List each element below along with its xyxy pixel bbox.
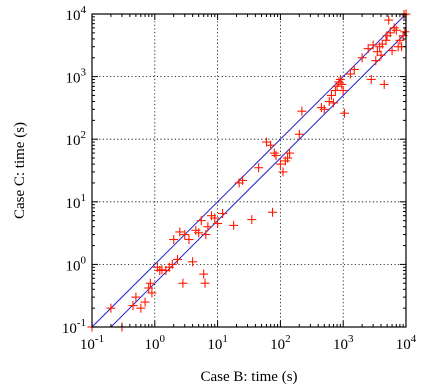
data-point [357,53,367,63]
data-point [338,85,348,95]
data-point [254,163,264,173]
data-point [184,234,194,244]
data-point [144,283,154,293]
data-point [319,104,329,114]
data-point [379,79,389,89]
y-tick-label: 10-1 [62,317,86,337]
data-point [349,64,359,74]
data-point [238,175,248,185]
data-point [157,265,167,275]
x-tick-label: 100 [145,333,166,353]
data-point [332,81,342,91]
data-point [387,46,397,56]
data-point [145,278,155,288]
data-point [196,216,206,226]
data-point [173,254,183,264]
x-tick-labels: 10-1 100 101 102 103 104 [80,333,417,353]
x-tick-label: 104 [396,333,417,353]
y-tick-label: 100 [66,254,87,274]
y-tick-labels: 10-1 100 101 102 103 104 [62,4,87,337]
data-point [278,167,288,177]
y-tick-label: 104 [66,4,87,24]
data-point [377,39,387,49]
data-point [175,227,185,237]
data-point [326,90,336,100]
y-tick-label: 103 [66,67,87,87]
data-point [297,106,307,116]
x-tick-label: 103 [333,333,354,353]
x-axis-title: Case B: time (s) [200,369,297,385]
data-point [285,148,295,158]
data-point [271,150,281,160]
x-tick-label: 10-1 [80,333,104,353]
y-axis-title: Case C: time (s) [12,122,28,219]
data-point [247,215,257,225]
data-point [128,301,138,311]
data-points [87,9,411,332]
data-point [178,278,188,288]
data-point [213,219,223,229]
data-point [340,108,350,118]
data-point [363,44,373,54]
data-point [131,292,141,302]
plot-frame [91,13,407,328]
data-point [400,27,410,37]
data-point [294,129,304,139]
data-point [218,209,228,219]
data-point [194,228,204,238]
y-tick-label: 101 [66,192,87,212]
data-point [391,25,401,35]
data-point [147,288,157,298]
data-point [229,220,239,230]
data-point [140,297,150,307]
data-point [381,35,391,45]
data-point [169,234,179,244]
data-point [210,213,220,223]
y-tick-label: 102 [66,129,87,149]
data-point [200,278,210,288]
data-point [337,79,347,89]
data-point [167,259,177,269]
data-point [384,15,394,25]
data-point [389,23,399,33]
data-point [371,56,381,66]
data-point [268,207,278,217]
data-point [199,269,209,279]
data-point [275,159,285,169]
data-point [376,50,386,60]
data-point [335,74,345,84]
tick-marks [91,13,407,328]
data-point [395,35,405,45]
data-point [324,97,334,107]
data-point [366,74,376,84]
data-point [136,303,146,313]
reference-lines [91,13,407,328]
data-point [345,69,355,79]
x-tick-label: 101 [207,333,228,353]
data-point [328,98,338,108]
data-point [283,153,293,163]
reference-line-half [110,32,407,328]
data-point [188,257,198,267]
data-point [106,303,116,313]
data-point [385,28,395,38]
data-point [368,40,378,50]
reference-line-equal [91,13,407,328]
data-point [330,85,340,95]
data-point [266,140,276,150]
data-point [201,230,211,240]
data-point [269,148,279,158]
x-tick-label: 102 [270,333,291,353]
data-point [180,230,190,240]
data-point [203,222,213,232]
